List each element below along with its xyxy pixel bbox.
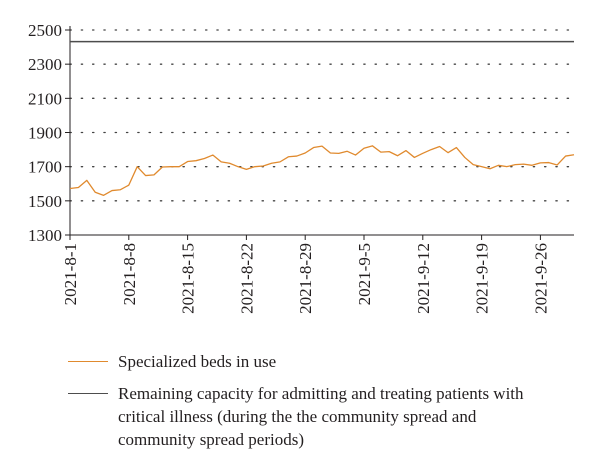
series-lines <box>69 40 575 197</box>
y-tick-label: 2100 <box>28 89 62 108</box>
y-tick-label: 1300 <box>28 226 62 245</box>
x-tick-labels: 2021-8-1 2021-8-8 2021-8-15 2021-8-22 2021-8… <box>61 243 550 314</box>
y-tick-label: 1500 <box>28 192 62 211</box>
y-tick-label: 2300 <box>28 55 62 74</box>
x-tick-label: 2021-8-1 <box>61 243 80 305</box>
x-tick-label: 2021-8-15 <box>179 243 198 314</box>
y-tick-label: 1900 <box>28 124 62 143</box>
x-tick-label: 2021-9-12 <box>414 243 433 314</box>
y-tick-labels: 1300 1500 1700 1900 2100 2300 2500 <box>28 21 62 245</box>
x-tick-label: 2021-9-26 <box>531 243 550 314</box>
x-tick-label: 2021-8-8 <box>120 243 139 305</box>
x-tick-label: 2021-8-22 <box>237 243 256 314</box>
gridlines <box>69 29 575 202</box>
x-tick-label: 2021-9-19 <box>473 243 492 314</box>
x-tick-label: 2021-9-5 <box>355 243 374 305</box>
y-tick-label: 2500 <box>28 21 62 40</box>
series-line-beds-in-use <box>69 145 575 197</box>
x-tick-label: 2021-8-29 <box>296 243 315 314</box>
y-tick-label: 1700 <box>28 158 62 177</box>
axes <box>65 26 574 240</box>
